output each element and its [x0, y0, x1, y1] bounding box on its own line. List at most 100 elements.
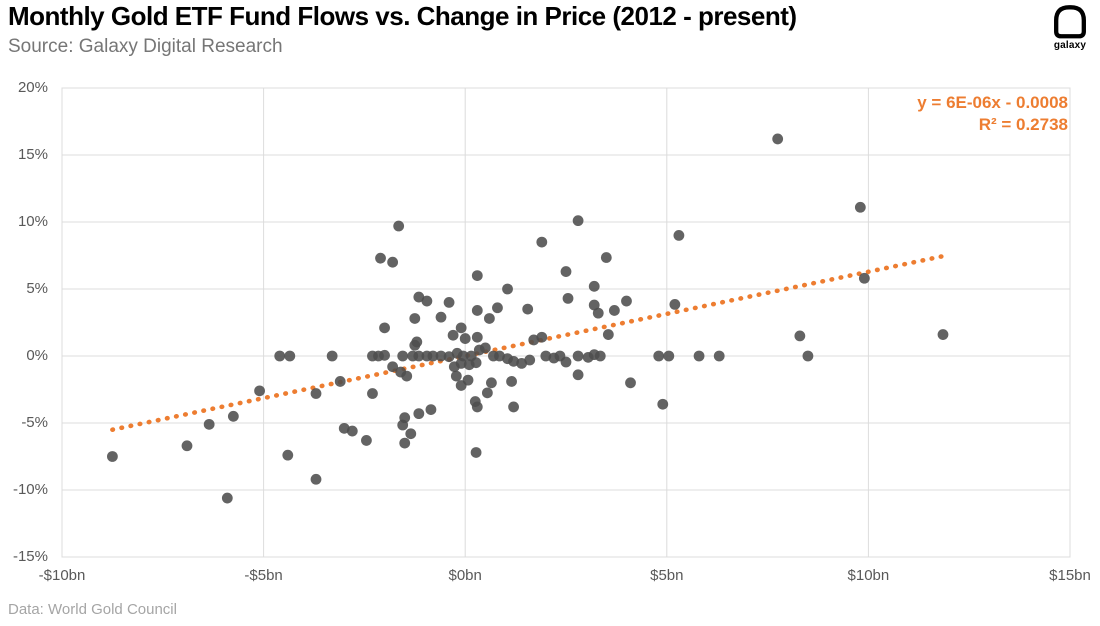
data-point [361, 435, 372, 446]
data-point [310, 473, 322, 485]
data-point [379, 349, 390, 361]
data-point [227, 410, 239, 422]
data-point [393, 220, 405, 232]
data-point [562, 292, 574, 304]
data-point [471, 331, 483, 343]
data-point [506, 376, 517, 387]
data-point [592, 307, 604, 319]
data-point [536, 331, 548, 343]
data-point [284, 350, 296, 362]
data-point [427, 350, 439, 362]
data-point [492, 302, 503, 314]
data-point [625, 377, 636, 389]
data-point [379, 322, 390, 334]
data-point [483, 313, 495, 324]
trendline-equation: y = 6E-06x - 0.0008 R² = 0.2738 [917, 92, 1068, 136]
data-point [486, 377, 497, 389]
x-tick-label: $0bn [448, 567, 482, 584]
data-point [588, 280, 600, 292]
data-point [522, 303, 534, 315]
data-point [540, 350, 552, 362]
data-point [854, 201, 866, 213]
data-point [401, 370, 413, 382]
data-point [508, 401, 519, 413]
data-point [608, 305, 620, 316]
data-point [459, 333, 471, 344]
data-point [588, 299, 600, 311]
data-point [413, 350, 425, 362]
data-point [455, 357, 467, 369]
data-point [409, 313, 421, 324]
data-point [516, 357, 528, 369]
data-point [937, 329, 949, 340]
data-point [367, 388, 378, 399]
data-point [669, 299, 681, 310]
data-point [455, 322, 467, 334]
page-title: Monthly Gold ETF Fund Flows vs. Change i… [8, 1, 797, 31]
galaxy-logo-label: galaxy [1053, 40, 1087, 51]
data-point [858, 272, 870, 284]
data-point [481, 387, 493, 399]
data-point [346, 425, 358, 437]
data-point [508, 355, 519, 367]
data-point [326, 350, 338, 362]
data-point [470, 447, 482, 458]
data-point [673, 230, 685, 241]
x-tick-label: -$5bn [244, 567, 283, 584]
data-point [621, 295, 632, 307]
data-point [560, 356, 572, 368]
data-point [387, 361, 399, 373]
data-point [479, 342, 491, 354]
source-line: Source: Galaxy Digital Research [8, 36, 283, 57]
data-point [221, 492, 233, 504]
data-point [203, 418, 215, 430]
data-point [560, 266, 572, 277]
plot-border [61, 87, 1071, 558]
galaxy-helmet-icon [1054, 5, 1086, 39]
data-credit: Data: World Gold Council [8, 601, 177, 618]
r-squared-line: R² = 0.2738 [978, 115, 1068, 134]
y-tick-label: -15% [12, 548, 48, 565]
data-point [471, 270, 483, 281]
data-point [107, 451, 118, 462]
data-point [794, 330, 806, 342]
data-point [524, 354, 536, 366]
data-point [399, 437, 411, 449]
data-point [572, 369, 584, 381]
data-point [663, 350, 675, 362]
data-point [397, 350, 409, 362]
data-point [405, 428, 417, 440]
y-tick-label: 5% [26, 280, 48, 297]
y-tick-label: 20% [17, 79, 48, 96]
y-tick-label: 0% [26, 347, 48, 364]
data-point [387, 256, 399, 268]
data-point [600, 252, 612, 263]
data-point [455, 380, 467, 391]
data-point [471, 401, 483, 413]
y-tick-label: -10% [12, 481, 48, 498]
data-point [470, 357, 482, 369]
x-tick-label: $5bn [650, 567, 684, 584]
data-point [602, 329, 614, 340]
data-point [310, 388, 322, 399]
y-tick-label: 10% [17, 213, 48, 230]
data-point [447, 329, 459, 341]
data-point [254, 385, 265, 397]
data-point [653, 350, 665, 362]
data-point [802, 350, 814, 362]
equation-line: y = 6E-06x - 0.0008 [917, 93, 1068, 112]
data-point [413, 291, 425, 303]
data-point [450, 370, 462, 382]
data-point [502, 283, 513, 295]
data-point [375, 252, 386, 264]
data-point [471, 305, 483, 316]
trendline [110, 253, 946, 433]
data-point [594, 350, 606, 362]
y-tick-label: -5% [21, 414, 48, 431]
data-point [409, 339, 421, 351]
data-point [334, 376, 346, 387]
data-point [572, 350, 584, 362]
x-tick-label: $10bn [847, 567, 890, 584]
